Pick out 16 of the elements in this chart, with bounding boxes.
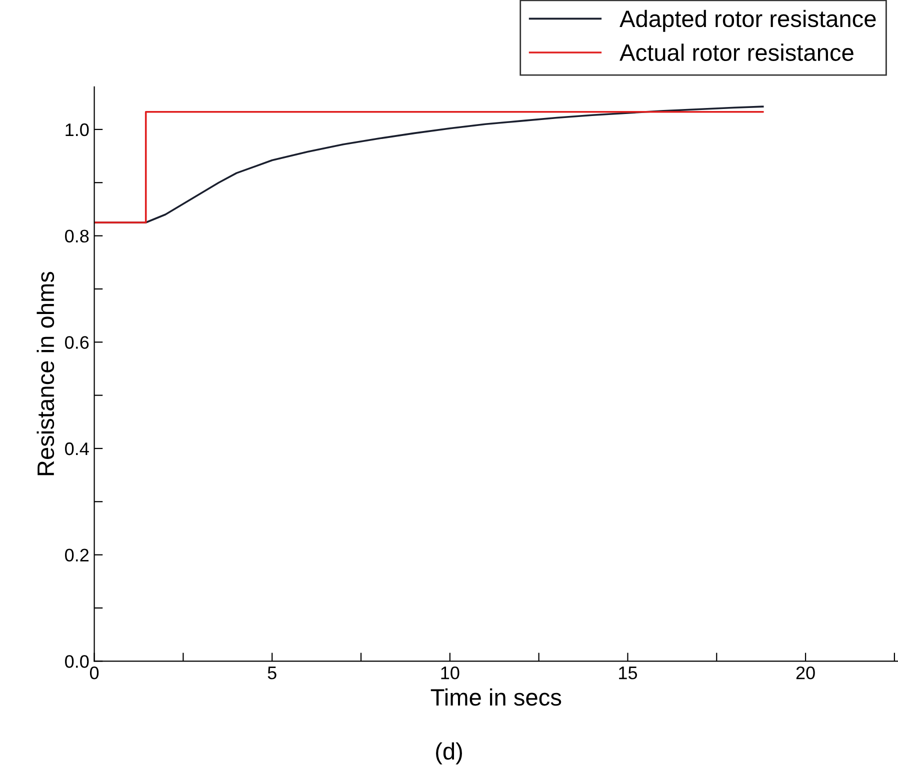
y-tick-label: 0.6 xyxy=(65,336,89,349)
y-tick-label: 0.4 xyxy=(65,442,89,456)
y-tick-label: 0.2 xyxy=(65,548,89,562)
y-tick-label: 0.8 xyxy=(65,230,89,243)
legend-label: Adapted rotor resistance xyxy=(620,10,876,32)
x-tick-label: 5 xyxy=(268,666,276,680)
x-tick-label: 0 xyxy=(90,666,99,680)
x-tick-label: 20 xyxy=(796,666,815,680)
y-axis-title: Resistance in ohms xyxy=(36,272,54,476)
x-tick-label: 10 xyxy=(441,666,460,680)
y-tick-label: 0.0 xyxy=(65,655,89,668)
x-tick-label: 15 xyxy=(619,666,638,680)
x-axis-title: Time in secs xyxy=(430,688,562,706)
y-tick-label: 1.0 xyxy=(66,123,89,136)
text: (d) xyxy=(436,742,462,764)
legend-label: Actual rotor resistance xyxy=(620,44,854,61)
